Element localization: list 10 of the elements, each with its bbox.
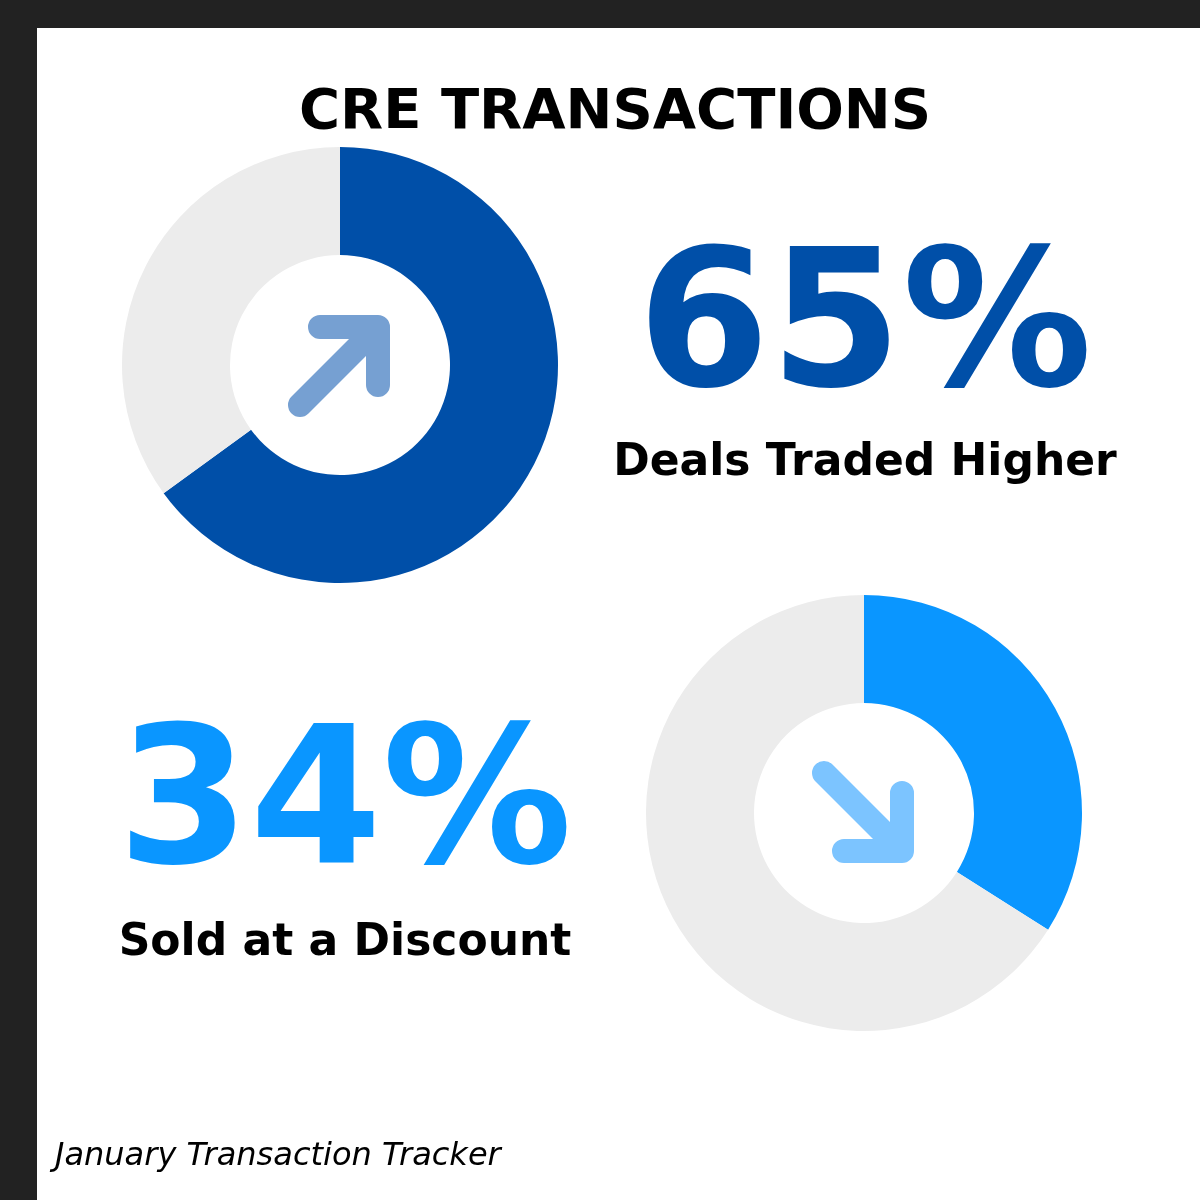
text: 34% bbox=[117, 686, 573, 907]
text: Deals Traded Higher bbox=[613, 434, 1118, 485]
donut-slice bbox=[122, 147, 340, 494]
text: 65% bbox=[637, 209, 1093, 430]
donut-slice bbox=[163, 147, 558, 583]
text: Sold at a Discount bbox=[118, 914, 572, 965]
chart-title: CRE TRANSACTIONS bbox=[298, 76, 932, 141]
donut-slice bbox=[646, 595, 1049, 1031]
donut-slice bbox=[864, 595, 1082, 930]
text: January Transaction Tracker bbox=[49, 1135, 503, 1173]
